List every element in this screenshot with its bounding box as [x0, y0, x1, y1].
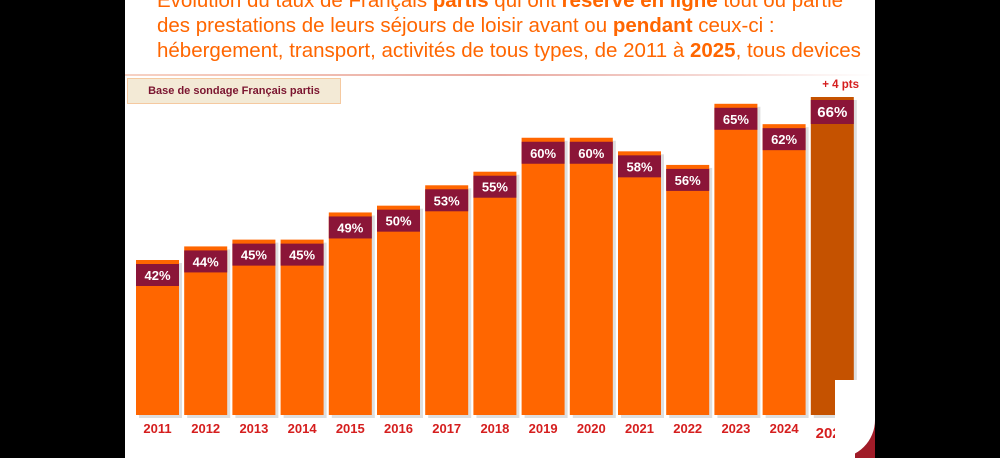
- value-label: 62%: [771, 132, 797, 147]
- bar-2013: [232, 239, 276, 415]
- title-run: réservé en ligne: [561, 0, 718, 12]
- title-run: , tous devices: [735, 39, 861, 62]
- value-label: 60%: [530, 146, 556, 161]
- title-run: qui ont: [488, 0, 562, 12]
- bar-2018: [473, 171, 517, 415]
- bar-2024: [762, 124, 806, 416]
- chart-title: Évolution du taux de Français partis qui…: [157, 0, 875, 63]
- value-label-box: [232, 243, 276, 266]
- value-label-box: [762, 128, 806, 151]
- title-line-1: Évolution du taux de Français partis qui…: [157, 0, 875, 13]
- value-label-box: [377, 209, 420, 232]
- bar-2015: [328, 212, 372, 415]
- bar-2019: [521, 137, 565, 415]
- title-run: Évolution du taux de Français: [157, 0, 433, 12]
- x-tick-label: 2023: [721, 421, 750, 436]
- base-label: Base de sondage Français partis: [127, 78, 341, 104]
- value-label: 60%: [578, 146, 604, 161]
- x-tick-label: 2014: [288, 421, 318, 436]
- title-run: ceux-ci :: [692, 14, 775, 37]
- value-label: 65%: [723, 112, 749, 127]
- value-label-box: [425, 189, 469, 212]
- title-run: 2025: [689, 39, 736, 62]
- title-run: partis: [432, 0, 489, 12]
- value-label-box: [184, 250, 228, 273]
- value-label: 55%: [482, 180, 508, 195]
- x-tick-label: 2018: [480, 421, 509, 436]
- bar-2014: [280, 239, 324, 415]
- value-label-box: [280, 243, 324, 266]
- x-tick-label: 2012: [191, 421, 220, 436]
- x-tick-label: 2024: [770, 421, 800, 436]
- title-run: hébergement, transport, activités de tou…: [157, 39, 690, 62]
- bar-chart: 42% 2011 44% 2012 45% 2013 45% 2014 49% 2015 50% 20…: [136, 97, 857, 442]
- value-label: 49%: [337, 220, 363, 235]
- x-tick-label: 2020: [577, 421, 606, 436]
- x-tick-label: 2019: [529, 421, 558, 436]
- bar-2016: [377, 205, 420, 415]
- value-label-box: [521, 141, 565, 164]
- value-label-box: [810, 100, 854, 124]
- value-label-box: [473, 175, 517, 198]
- value-label: 66%: [817, 104, 847, 121]
- bar-2020: [569, 137, 613, 415]
- bar-2012: [184, 246, 228, 415]
- title-run: tout ou partie: [717, 0, 844, 12]
- bar-2023: [714, 103, 758, 416]
- bar-2017: [425, 185, 469, 415]
- title-line-3: hébergement, transport, activités de tou…: [157, 38, 875, 63]
- value-label-box: [136, 264, 179, 286]
- x-tick-label: 2017: [432, 421, 461, 436]
- value-label: 58%: [626, 159, 652, 174]
- title-run: pendant: [612, 14, 693, 37]
- bar-2025: [810, 97, 854, 415]
- x-tick-label: 2016: [384, 421, 413, 436]
- value-label-box: [328, 216, 372, 239]
- value-label: 45%: [241, 248, 267, 263]
- slide: Évolution du taux de Français partis qui…: [125, 0, 875, 458]
- title-line-2: des prestations de leurs séjours de lois…: [157, 13, 875, 38]
- value-label-box: [569, 141, 613, 164]
- x-tick-label: 2015: [336, 421, 365, 436]
- value-label: 50%: [385, 214, 411, 229]
- x-tick-label: 2021: [625, 421, 654, 436]
- bar-2021: [618, 151, 661, 416]
- header-divider: [125, 74, 875, 76]
- value-label-box: [666, 168, 710, 191]
- title-run: des prestations de leurs séjours de lois…: [157, 14, 613, 37]
- value-label-box: [714, 107, 758, 130]
- value-label: 53%: [434, 193, 460, 208]
- x-tick-label: 2011: [143, 421, 171, 436]
- bar-2022: [666, 164, 710, 415]
- value-label: 42%: [144, 268, 170, 283]
- value-label: 56%: [675, 173, 701, 188]
- value-label: 44%: [193, 254, 219, 269]
- x-tick-label: 2013: [239, 421, 268, 436]
- delta-annotation: + 4 pts: [822, 79, 859, 91]
- x-tick-label: 2022: [673, 421, 702, 436]
- value-label: 45%: [289, 248, 315, 263]
- value-label-box: [618, 155, 661, 178]
